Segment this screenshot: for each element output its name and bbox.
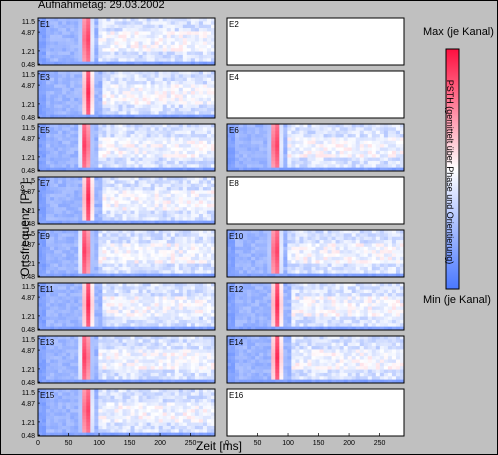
y-tick-label: 0.48 (21, 433, 35, 440)
panel-label: E10 (229, 232, 244, 241)
y-axis-label: Ortsfrequenz [P/°] (18, 181, 32, 277)
y-tick-label: 1.21 (21, 49, 35, 56)
colorbar-min-label: Min (je Kanal) (423, 294, 491, 306)
panel-label: E14 (229, 338, 244, 347)
panel-label: E2 (229, 20, 239, 29)
y-tick-label: 4.87 (21, 30, 35, 37)
y-tick-label: 11.5 (22, 19, 35, 26)
panel-label: E12 (229, 285, 244, 294)
y-tick-label: 4.87 (21, 401, 35, 408)
heatmap-panel-e2: E2 (226, 17, 405, 66)
y-tick-label: 0.48 (21, 115, 35, 122)
y-tick-label: 1.21 (21, 155, 35, 162)
heatmap-panel-e9: E9 (37, 229, 216, 278)
panel-label: E6 (229, 126, 239, 135)
panel-label: E9 (40, 232, 50, 241)
x-tick-label: 50 (65, 440, 73, 447)
y-tick-label: 1.21 (21, 261, 35, 268)
colorbar (445, 48, 460, 290)
x-tick-label: 250 (185, 440, 197, 447)
panel-label: E15 (40, 391, 55, 400)
panel-label: E11 (40, 285, 54, 294)
panel-label: E7 (40, 179, 50, 188)
y-tick-label: 1.21 (21, 420, 35, 427)
y-tick-label: 11.5 (22, 178, 35, 185)
x-tick-label: 200 (154, 440, 166, 447)
y-tick-label: 4.87 (21, 136, 35, 143)
heatmap-panel-e11: E11 (37, 282, 216, 331)
y-tick-label: 0.48 (21, 380, 35, 387)
y-tick-label: 1.21 (21, 367, 35, 374)
panel-label: E5 (40, 126, 50, 135)
y-tick-label: 0.48 (21, 327, 35, 334)
x-tick-label: 200 (343, 440, 355, 447)
y-tick-label: 11.5 (22, 390, 35, 397)
panel-label: E1 (40, 20, 50, 29)
x-tick-label: 0 (36, 440, 40, 447)
heatmap-panel-e14: E14 (226, 335, 405, 384)
heatmap-panel-e8: E8 (226, 176, 405, 225)
heatmap-panel-e1: E1 (37, 17, 216, 66)
x-tick-label: 0 (225, 440, 229, 447)
y-tick-label: 1.21 (21, 208, 35, 215)
y-tick-label: 4.87 (21, 348, 35, 355)
y-tick-label: 4.87 (21, 295, 35, 302)
y-tick-label: 11.5 (22, 125, 35, 132)
heatmap-panel-e16: E16 (226, 388, 405, 437)
x-tick-label: 250 (374, 440, 386, 447)
panel-label: E4 (229, 73, 239, 82)
colorbar-title: PSTH (gemittelt über Phase und Orientier… (445, 79, 455, 265)
y-tick-label: 1.21 (21, 314, 35, 321)
y-tick-label: 11.5 (22, 284, 35, 291)
heatmap-panel-e6: E6 (226, 123, 405, 172)
x-tick-label: 100 (282, 440, 294, 447)
y-tick-label: 11.5 (22, 231, 35, 238)
panel-label: E13 (40, 338, 55, 347)
y-tick-label: 0.48 (21, 168, 35, 175)
y-tick-label: 11.5 (22, 72, 35, 79)
x-tick-label: 50 (254, 440, 262, 447)
y-tick-label: 0.48 (21, 221, 35, 228)
x-tick-label: 150 (313, 440, 325, 447)
y-tick-label: 4.87 (21, 189, 35, 196)
heatmap-panel-e15: E15 (37, 388, 216, 437)
panel-label: E8 (229, 179, 239, 188)
colorbar-max-label: Max (je Kanal) (423, 26, 494, 38)
x-tick-label: 100 (93, 440, 105, 447)
panel-label: E3 (40, 73, 50, 82)
y-tick-label: 0.48 (21, 274, 35, 281)
heatmap-panel-e13: E13 (37, 335, 216, 384)
y-tick-label: 1.21 (21, 102, 35, 109)
x-axis-label: Zeit [ms] (196, 439, 243, 453)
heatmap-panel-e4: E4 (226, 70, 405, 119)
panel-label: E16 (229, 391, 244, 400)
heatmap-panel-e12: E12 (226, 282, 405, 331)
y-tick-label: 11.5 (22, 337, 35, 344)
heatmap-panel-e7: E7 (37, 176, 216, 225)
heatmap-panel-e10: E10 (226, 229, 405, 278)
heatmap-panel-e3: E3 (37, 70, 216, 119)
heatmap-panel-e5: E5 (37, 123, 216, 172)
y-tick-label: 4.87 (21, 83, 35, 90)
y-tick-label: 0.48 (21, 62, 35, 69)
chart-title: Aufnahmetag: 29.03.2002 (38, 0, 165, 11)
x-tick-label: 150 (124, 440, 136, 447)
y-tick-label: 4.87 (21, 242, 35, 249)
